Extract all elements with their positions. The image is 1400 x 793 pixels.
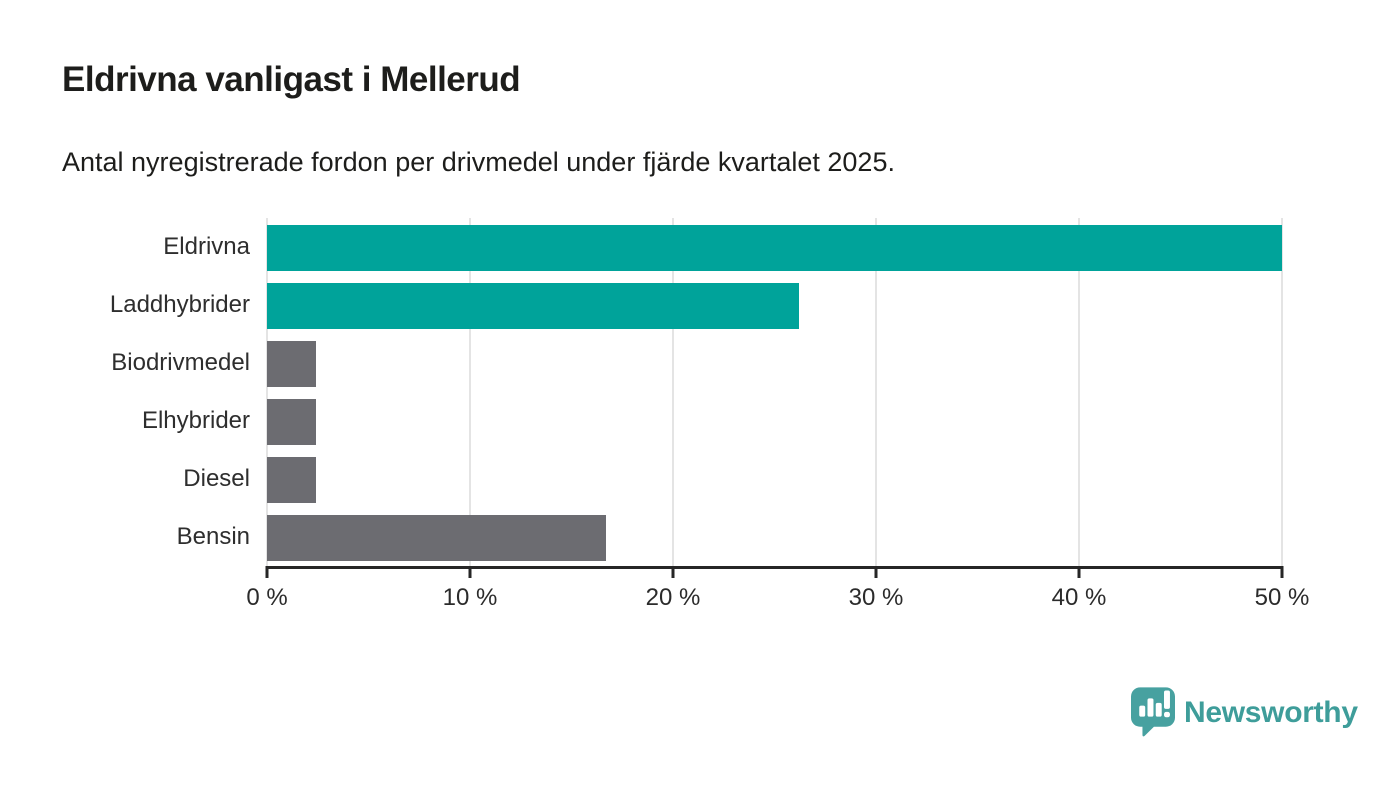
bar-bensin — [267, 515, 606, 561]
axis-tick-label: 20 % — [645, 584, 701, 611]
plot-area — [265, 218, 1284, 578]
chart-subtitle: Antal nyregistrerade fordon per drivmede… — [62, 147, 895, 177]
gridline — [469, 218, 471, 566]
category-label-laddhybrider: Laddhybrider — [109, 291, 250, 318]
axis-tick — [874, 566, 878, 578]
axis-tick — [671, 566, 675, 578]
bar-eldrivna — [267, 225, 1282, 271]
x-axis-tick-labels: 0 % 10 % 20 % 30 % 40 % 50 % — [246, 584, 1309, 618]
category-label-eldrivna: Eldrivna — [163, 233, 250, 260]
bar-laddhybrider — [267, 283, 799, 329]
category-label-elhybrider: Elhybrider — [141, 407, 250, 434]
gridline — [672, 218, 674, 566]
gridline — [266, 218, 268, 566]
x-axis-line — [267, 566, 1282, 569]
axis-tick-label: 10 % — [442, 584, 498, 611]
bar-biodrivmedel — [267, 341, 316, 387]
axis-tick — [1280, 566, 1284, 578]
gridline — [1078, 218, 1080, 566]
axis-tick-label: 0 % — [246, 584, 288, 611]
axis-tick-label: 50 % — [1254, 584, 1310, 611]
bar-diesel — [267, 457, 316, 503]
chart-title: Eldrivna vanligast i Mellerud — [62, 60, 521, 99]
newsworthy-chart-bubble-icon — [1131, 687, 1175, 737]
newsworthy-logo-text: Newsworthy — [1184, 696, 1358, 729]
category-label-biodrivmedel: Biodrivmedel — [111, 349, 250, 376]
newsworthy-logo: Newsworthy — [1131, 687, 1358, 738]
axis-tick-label: 40 % — [1051, 584, 1107, 611]
category-axis: Eldrivna Laddhybrider Biodrivmedel Elhybrid… — [0, 218, 250, 566]
axis-tick — [265, 566, 269, 578]
axis-tick — [468, 566, 472, 578]
axis-tick — [1077, 566, 1081, 578]
horizontal-bar-chart: Eldrivna Laddhybrider Biodrivmedel Elhybrid… — [0, 218, 1400, 638]
gridline — [1281, 218, 1283, 566]
axis-tick-label: 30 % — [848, 584, 904, 611]
category-label-diesel: Diesel — [183, 465, 250, 492]
category-label-bensin: Bensin — [176, 523, 250, 550]
gridline — [875, 218, 877, 566]
bar-elhybrider — [267, 399, 316, 445]
